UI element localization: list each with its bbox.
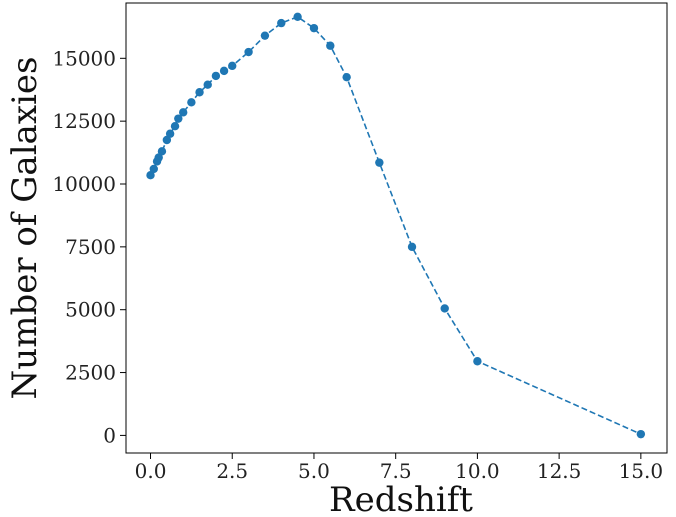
y-tick-label: 10000 [52, 172, 116, 196]
data-point [146, 171, 155, 180]
data-point [244, 47, 253, 57]
data-point [165, 129, 175, 138]
x-tick-label: 15.0 [619, 459, 664, 483]
y-tick-label: 2500 [65, 361, 116, 385]
data-point [195, 88, 204, 97]
data-point [219, 66, 229, 76]
y-tick-label: 5000 [65, 298, 116, 322]
y-tick-label: 15000 [52, 46, 116, 70]
data-point [293, 12, 302, 22]
data-point [170, 121, 180, 131]
data-point [326, 41, 335, 50]
data-point [203, 80, 212, 89]
data-point [407, 242, 417, 252]
y-axis-title: Number of Galaxies [5, 57, 45, 400]
series-points [146, 12, 646, 439]
data-point [149, 164, 158, 174]
x-axis-title: Redshift [329, 480, 473, 517]
x-axis-ticks: 0.0 2.5 5.0 7.5 10.0 12.5 15.0 [135, 453, 664, 483]
data-point [636, 429, 646, 439]
x-tick-label: 2.5 [216, 459, 248, 483]
data-point [179, 108, 188, 117]
data-point [309, 23, 319, 33]
data-point [211, 71, 221, 81]
data-point [157, 147, 167, 156]
data-point [473, 357, 482, 366]
x-tick-label: 5.0 [298, 459, 330, 483]
data-point [174, 114, 183, 123]
data-point [154, 153, 163, 162]
data-point [260, 31, 270, 40]
data-point [187, 98, 196, 107]
data-point [440, 304, 449, 313]
plot-frame [125, 2, 668, 454]
data-point [277, 18, 286, 28]
data-point [342, 72, 351, 82]
y-tick-label: 0 [103, 423, 116, 447]
data-point [375, 158, 384, 167]
series-line [149, 15, 642, 435]
x-tick-label: 10.0 [455, 459, 500, 483]
x-tick-label: 7.5 [380, 459, 412, 483]
x-tick-label: 12.5 [537, 459, 582, 483]
y-tick-label: 7500 [65, 235, 116, 259]
data-point [228, 61, 237, 71]
x-tick-label: 0.0 [135, 459, 167, 483]
y-axis-ticks: 0 2500 5000 7500 10000 12500 15000 [52, 46, 126, 447]
data-point [162, 135, 172, 145]
y-tick-label: 12500 [52, 109, 116, 133]
